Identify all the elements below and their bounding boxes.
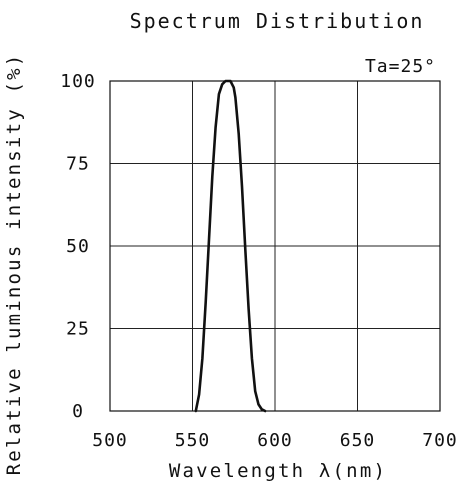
- tick-labels: 0 25 50 75 100 500 550 600 650 700: [60, 71, 458, 451]
- y-tick-label: 50: [66, 236, 90, 257]
- x-tick-label: 650: [340, 430, 376, 451]
- plot-frame: [109, 80, 441, 412]
- chart-title: Spectrum Distribution: [130, 9, 425, 33]
- temperature-annotation: Ta=25°: [365, 56, 436, 77]
- y-tick-label: 100: [60, 71, 96, 92]
- y-axis-title: Relative luminous intensity (%): [3, 53, 25, 476]
- x-axis-title: Wavelength λ(nm): [169, 460, 387, 482]
- x-tick-label: 700: [422, 430, 458, 451]
- spectrum-curve: [194, 79, 267, 413]
- grid-lines: [110, 81, 440, 411]
- y-tick-label: 75: [66, 154, 90, 175]
- x-tick-label: 550: [175, 430, 211, 451]
- x-tick-label: 500: [92, 430, 128, 451]
- y-tick-label: 25: [66, 319, 90, 340]
- y-tick-label: 0: [72, 401, 84, 422]
- series-layer: [194, 79, 267, 413]
- x-tick-label: 600: [257, 430, 293, 451]
